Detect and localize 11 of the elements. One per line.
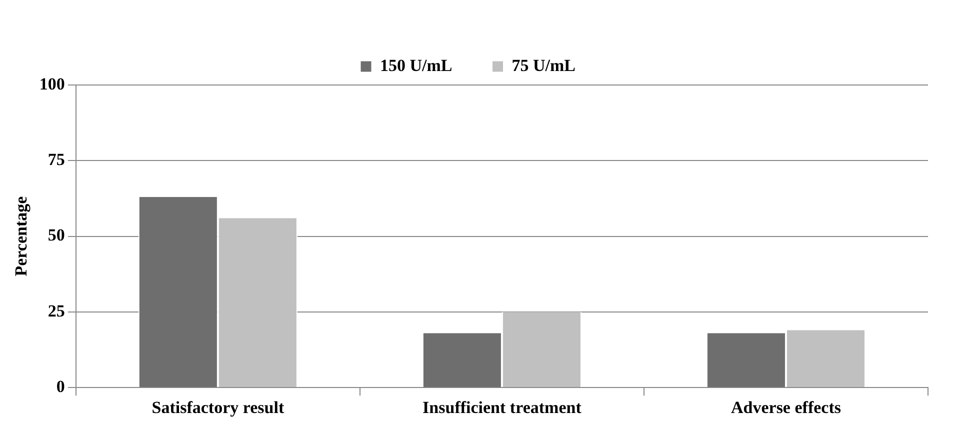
legend-label: 150 U/mL (380, 56, 452, 75)
y-tick-label: 0 (56, 376, 65, 396)
y-tick-label: 50 (48, 226, 65, 245)
x-tick-label: Adverse effects (731, 398, 842, 418)
x-tick-label: Insufficient treatment (422, 398, 582, 418)
y-axis-title: Percentage (12, 196, 31, 276)
x-tick-label: Satisfactory result (152, 398, 284, 418)
legend-label: 75 U/mL (512, 56, 576, 75)
y-tick-label: 25 (48, 301, 65, 320)
y-tick-label: 75 (48, 150, 65, 170)
y-tick-label: 100 (39, 74, 65, 94)
